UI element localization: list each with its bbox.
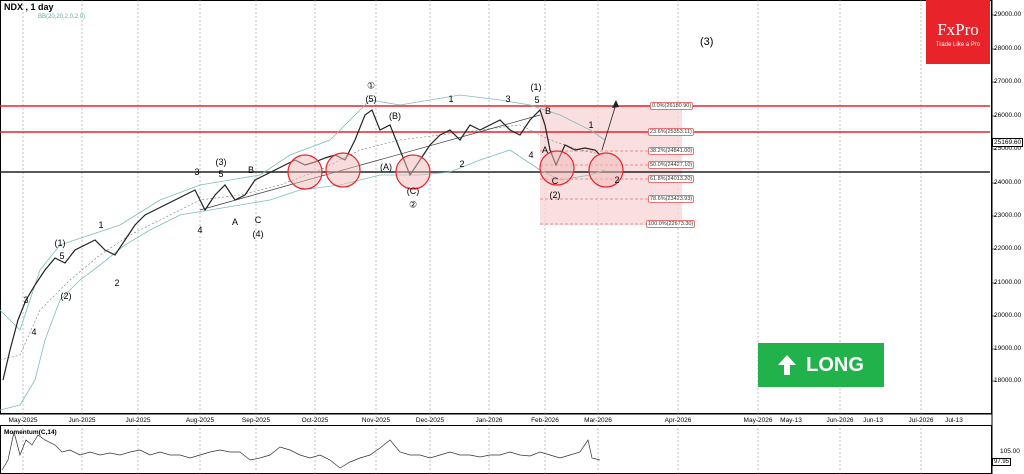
wave-label: (1) xyxy=(54,238,66,248)
x-tick: Apr-2026 xyxy=(664,417,692,424)
wave-label: (4) xyxy=(252,229,264,239)
wave-label: 2 xyxy=(459,159,465,169)
x-tick: Feb-2026 xyxy=(531,417,559,424)
wave-label: 5 xyxy=(218,169,224,179)
wave-label: (3) xyxy=(215,157,227,167)
wave-label: B xyxy=(247,165,255,175)
x-tick: Nov-2025 xyxy=(361,417,391,424)
chart-title: NDX , 1 day xyxy=(4,2,54,12)
y-tick: 18000.00 xyxy=(994,377,1022,384)
wave-label: 5 xyxy=(59,251,65,261)
x-tick: Mar-2026 xyxy=(584,417,612,424)
y-tick: 29000.00 xyxy=(994,11,1022,18)
x-tick: May-13 xyxy=(780,417,802,424)
wave-label: (C) xyxy=(406,186,420,196)
momentum-current-tag: 97.95 xyxy=(992,458,1012,466)
long-signal-badge: LONG xyxy=(758,343,884,387)
x-tick: Oct-2025 xyxy=(301,417,329,424)
wave-label: 4 xyxy=(528,150,534,160)
wave-label: (B) xyxy=(389,111,401,121)
x-tick: May-2025 xyxy=(8,417,38,424)
y-tick: 20000.00 xyxy=(994,312,1022,319)
wave-label: A xyxy=(231,217,239,227)
wave-label: 3 xyxy=(194,167,200,177)
fxpro-logo: FxPro Trade Like a Pro xyxy=(926,0,990,64)
logo-tagline: Trade Like a Pro xyxy=(935,42,981,48)
y-tick: 27000.00 xyxy=(994,78,1022,85)
wave-label: 4 xyxy=(31,327,37,337)
wave-label: (1) xyxy=(530,82,542,92)
y-tick: 28000.00 xyxy=(994,45,1022,52)
x-tick: Jun-13 xyxy=(863,417,883,424)
y-tick: 25000.00 xyxy=(994,145,1022,152)
wave-label: 1 xyxy=(98,220,104,230)
y-tick: 21000.00 xyxy=(994,279,1022,286)
wave-label: ② xyxy=(408,199,418,210)
wave-label: (2) xyxy=(60,291,72,301)
x-tick: Sep-2025 xyxy=(241,417,271,424)
wave-label: ① xyxy=(366,80,376,91)
wave-label: 2 xyxy=(114,278,120,288)
y-tick: 24000.00 xyxy=(994,179,1022,186)
y-tick: 26000.00 xyxy=(994,112,1022,119)
logo-brand: FxPro xyxy=(937,20,979,39)
x-tick: Jul-2026 xyxy=(908,417,934,424)
fib-label: 61.8%(24013.20) xyxy=(648,175,695,183)
x-tick: Jun-2025 xyxy=(68,417,96,424)
x-tick: Aug-2025 xyxy=(185,417,215,424)
y-tick: 19000.00 xyxy=(994,345,1022,352)
x-tick: May-2026 xyxy=(743,417,773,424)
x-tick: Jul-2025 xyxy=(125,417,151,424)
y-tick: 22000.00 xyxy=(994,245,1022,252)
current-price-tag: 25169.60 xyxy=(992,138,1024,147)
arrow-up-icon xyxy=(778,355,797,375)
wave-label: 1 xyxy=(588,120,594,130)
wave-label: C xyxy=(254,215,262,225)
signal-label: LONG xyxy=(806,353,864,376)
wave-label: 5 xyxy=(534,95,540,105)
y-tick: 23000.00 xyxy=(994,212,1022,219)
wave-label: C xyxy=(551,176,559,186)
fib-label: 50.0%(24427.10) xyxy=(648,161,695,169)
target-wave-label: (3) xyxy=(700,36,714,48)
wave-label: 1 xyxy=(448,94,454,104)
momentum-title: Momentum(C,14) xyxy=(4,429,57,436)
fib-label: 100.0%(22673.30) xyxy=(646,220,696,228)
wave-label: (5) xyxy=(365,94,377,104)
x-tick: Jan-2026 xyxy=(475,417,503,424)
x-tick: Dec-2025 xyxy=(415,417,445,424)
wave-label: (2) xyxy=(549,190,561,200)
fib-label: 0.0%(26180.90) xyxy=(650,102,694,110)
bollinger-label: BB(20,20,2.0,2.0) xyxy=(38,14,86,20)
x-tick: Jun-2026 xyxy=(826,417,854,424)
momentum-tick: 105.00 xyxy=(1000,448,1020,455)
fib-label: 78.6%(23423.93) xyxy=(648,195,695,203)
fib-label: 23.6%(25353.11) xyxy=(648,128,694,136)
fib-label: 38.2%(24841.00) xyxy=(648,147,695,155)
wave-label: 3 xyxy=(23,295,29,305)
wave-label: B xyxy=(544,106,552,116)
wave-label: 2 xyxy=(614,175,620,185)
x-tick: Jul-13 xyxy=(945,417,963,424)
wave-label: 4 xyxy=(197,225,203,235)
wave-label: 3 xyxy=(505,94,511,104)
wave-label: A xyxy=(541,145,549,155)
wave-label: (A) xyxy=(380,162,392,172)
